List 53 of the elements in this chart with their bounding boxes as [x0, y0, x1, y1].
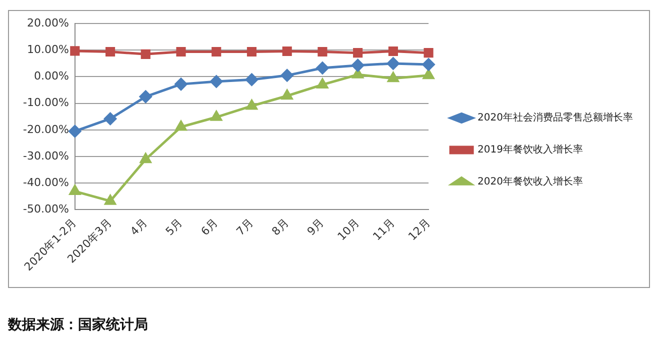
- point: [210, 110, 222, 121]
- x-tick-label: 10月: [335, 216, 362, 244]
- point: [210, 75, 223, 88]
- point: [353, 48, 363, 58]
- point: [104, 194, 116, 205]
- point: [174, 78, 188, 90]
- legend-label: 2020年社会消费品零售总额增长率: [478, 112, 634, 124]
- point: [176, 46, 186, 57]
- point: [69, 185, 80, 196]
- point: [422, 58, 435, 71]
- point: [316, 78, 328, 88]
- x-tick-label: 9月: [304, 216, 327, 238]
- point: [282, 46, 292, 56]
- source-note: 数据来源：国家统计局: [8, 316, 148, 334]
- point: [246, 100, 258, 110]
- x-tick-label: 7月: [234, 216, 256, 238]
- point: [140, 49, 150, 59]
- point: [70, 46, 80, 56]
- point: [139, 90, 152, 103]
- y-tick-label: -50.00%: [22, 202, 69, 216]
- point: [280, 69, 294, 82]
- x-tick-label: 8月: [269, 216, 292, 238]
- point: [246, 46, 257, 57]
- y-tick-label: -20.00%: [22, 122, 69, 136]
- x-tick-label: 6月: [198, 216, 221, 238]
- point: [422, 69, 434, 80]
- point: [140, 153, 152, 164]
- x-tick-label: 11月: [370, 216, 398, 244]
- x-tick-label: 5月: [163, 216, 186, 238]
- point: [388, 46, 398, 56]
- point: [316, 62, 329, 74]
- y-tick-label: -40.00%: [22, 176, 69, 189]
- point: [104, 112, 117, 125]
- point: [245, 73, 258, 86]
- legend-label: 2019年餐饮收入增长率: [478, 144, 584, 156]
- y-tick-label: 20.00%: [26, 16, 69, 30]
- point: [175, 120, 187, 131]
- point: [388, 72, 399, 82]
- y-tick-label: 10.00%: [26, 43, 69, 56]
- point: [282, 90, 293, 100]
- y-tick-label: -30.00%: [22, 149, 69, 162]
- point: [68, 124, 82, 138]
- legend-label: 2020年餐饮收入增长率: [478, 176, 584, 188]
- point: [318, 46, 328, 57]
- x-tick-label: 4月: [128, 216, 150, 238]
- point: [386, 57, 400, 70]
- point: [212, 46, 222, 57]
- y-tick-label: -10.00%: [22, 96, 69, 110]
- y-tick-label: 0.00%: [34, 70, 69, 83]
- x-tick-label: 12月: [406, 216, 433, 244]
- point: [105, 46, 116, 57]
- point: [352, 59, 364, 72]
- point: [424, 48, 434, 58]
